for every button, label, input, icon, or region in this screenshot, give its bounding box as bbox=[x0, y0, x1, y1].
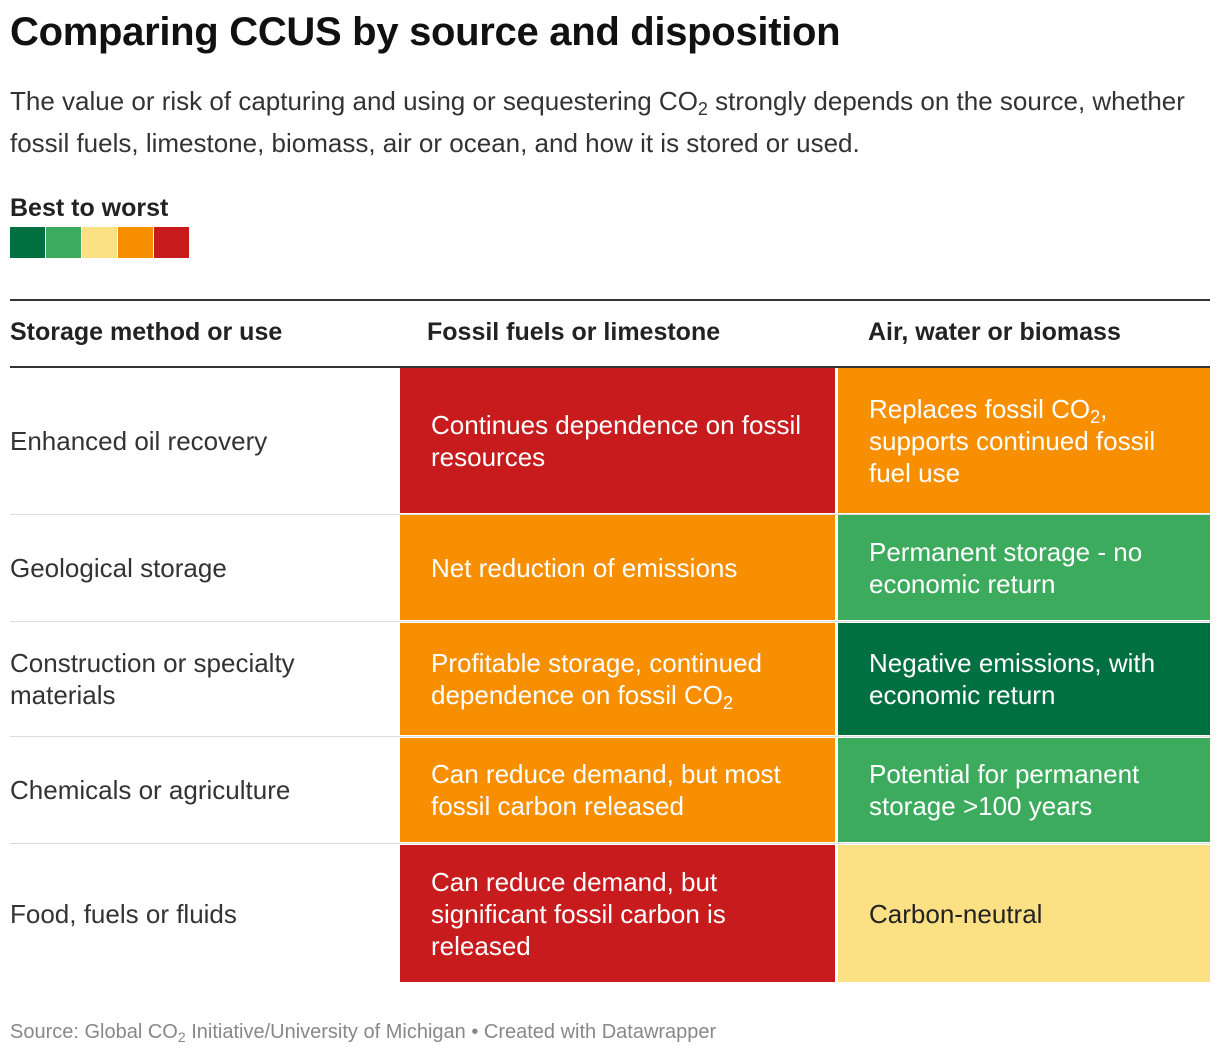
chart-title: Comparing CCUS by source and disposition bbox=[10, 10, 841, 54]
row-label: Chemicals or agriculture bbox=[10, 775, 291, 805]
column-header-storage-method: Storage method or use bbox=[10, 318, 283, 346]
cell-text: Can reduce demand, but most fossil carbo… bbox=[431, 759, 781, 821]
cell-text: Replaces fossil CO2, supports continued … bbox=[869, 393, 1156, 488]
cell-text: Continues dependence on fossil resources bbox=[431, 409, 802, 472]
table-cell-fossil-bad: Can reduce demand, but most fossil carbo… bbox=[400, 738, 835, 842]
table-header-rule bbox=[10, 366, 1210, 368]
cell-text: Potential for permanent storage >100 yea… bbox=[869, 759, 1140, 821]
table-cell-fossil-worst: Continues dependence on fossil resources bbox=[400, 368, 835, 513]
cell-text: Permanent storage - no economic return bbox=[869, 536, 1143, 599]
row-separator bbox=[10, 843, 1210, 844]
table-cell-fossil-bad: Net reduction of emissions bbox=[400, 515, 835, 620]
row-separator bbox=[10, 514, 1210, 515]
subtitle-subscript: 2 bbox=[697, 99, 708, 119]
cell-text: Net reduction of emissions bbox=[431, 552, 738, 583]
table-top-rule bbox=[10, 299, 1210, 301]
row-separator bbox=[10, 736, 1210, 737]
row-label: Construction or specialty materials bbox=[10, 648, 295, 710]
legend-swatch-4 bbox=[118, 227, 153, 258]
legend-title: Best to worst bbox=[10, 194, 169, 222]
table-cell-air-good: Potential for permanent storage >100 yea… bbox=[838, 738, 1210, 842]
footer-text-2: Initiative/University of Michigan • Crea… bbox=[185, 1021, 717, 1043]
table-cell-fossil-bad: Profitable storage, continued dependence… bbox=[400, 623, 835, 735]
cell-text: Carbon-neutral bbox=[869, 898, 1043, 929]
cell-text: Profitable storage, continued dependence… bbox=[431, 648, 762, 713]
column-header-air-water-biomass: Air, water or biomass bbox=[868, 318, 1121, 346]
table-cell-fossil-worst: Can reduce demand, but significant fossi… bbox=[400, 845, 835, 982]
legend-swatch-2 bbox=[46, 227, 81, 258]
footer-text-1: Source: Global CO bbox=[10, 1021, 178, 1043]
column-header-fossil-fuels: Fossil fuels or limestone bbox=[427, 318, 721, 346]
legend-swatch-1 bbox=[10, 227, 45, 258]
subtitle-text-1: The value or risk of capturing and using… bbox=[10, 86, 698, 116]
row-separator bbox=[10, 621, 1210, 622]
table-cell-air-best: Negative emissions, with economic return bbox=[838, 623, 1210, 735]
subtitle-text-2: strongly depends on the source, whether … bbox=[10, 86, 1185, 158]
cell-text: Can reduce demand, but significant fossi… bbox=[431, 866, 726, 961]
table-cell-air-bad: Replaces fossil CO2, supports continued … bbox=[838, 368, 1210, 513]
legend-swatch-3 bbox=[82, 227, 117, 258]
table-cell-air-good: Permanent storage - no economic return bbox=[838, 515, 1210, 620]
chart-subtitle: The value or risk of capturing and using… bbox=[10, 80, 1190, 164]
cell-text: Negative emissions, with economic return bbox=[869, 648, 1156, 710]
row-label: Enhanced oil recovery bbox=[10, 425, 268, 456]
row-label: Geological storage bbox=[10, 552, 227, 583]
chart-footer: Source: Global CO2 Initiative/University… bbox=[10, 1021, 716, 1044]
legend-swatches bbox=[10, 227, 189, 258]
legend-swatch-5 bbox=[154, 227, 189, 258]
row-label: Food, fuels or fluids bbox=[10, 898, 237, 929]
footer-subscript: 2 bbox=[177, 1029, 186, 1045]
table-cell-air-neutral: Carbon-neutral bbox=[838, 845, 1210, 982]
